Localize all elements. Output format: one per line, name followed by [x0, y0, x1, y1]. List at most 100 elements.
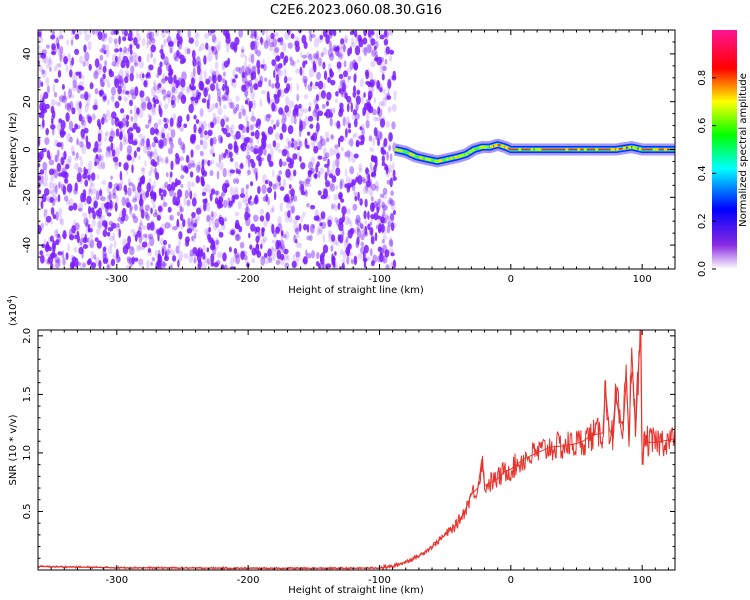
noise-speckle [145, 213, 150, 221]
noise-speckle [315, 103, 319, 110]
noise-speckle [118, 161, 122, 167]
noise-speckle [93, 70, 99, 80]
noise-speckle [99, 48, 105, 53]
noise-speckle [262, 236, 268, 243]
noise-speckle [38, 137, 41, 147]
noise-speckle [283, 68, 287, 77]
noise-speckle [231, 79, 237, 89]
noise-speckle [52, 168, 56, 174]
snr-x-axis-label: Height of straight line (km) [288, 585, 424, 596]
noise-speckle [309, 167, 316, 174]
noise-speckle [377, 246, 383, 252]
noise-speckle [90, 262, 97, 269]
noise-speckle [379, 193, 385, 198]
noise-speckle [38, 175, 42, 181]
noise-speckle [167, 183, 172, 192]
noise-speckle [196, 207, 202, 215]
noise-speckle [170, 129, 176, 138]
noise-speckle [170, 99, 175, 106]
noise-speckle [177, 80, 181, 87]
snr-marks [38, 330, 675, 570]
noise-speckle [72, 151, 76, 157]
noise-speckle [351, 113, 356, 120]
noise-speckle [237, 171, 242, 177]
noise-speckle [224, 179, 230, 189]
noise-speckle [78, 202, 84, 212]
noise-speckle [63, 195, 69, 202]
noise-speckle [102, 65, 107, 73]
noise-speckle [149, 221, 155, 231]
noise-speckle [270, 252, 276, 261]
noise-speckle [250, 223, 256, 232]
noise-speckle [106, 231, 111, 237]
noise-speckle [222, 83, 225, 92]
noise-speckle [54, 78, 59, 84]
noise-speckle [151, 257, 156, 262]
noise-speckle [257, 80, 263, 88]
noise-speckle [386, 151, 389, 161]
noise-speckle [320, 90, 326, 99]
noise-speckle [96, 240, 102, 246]
noise-speckle [127, 32, 131, 41]
noise-speckle [245, 66, 251, 76]
noise-speckle [138, 258, 144, 268]
noise-speckle [185, 154, 190, 164]
noise-speckle [251, 40, 257, 46]
noise-speckle [367, 90, 373, 100]
noise-speckle [192, 235, 196, 243]
noise-speckle [390, 240, 394, 249]
noise-speckle [296, 107, 299, 117]
noise-speckle [58, 128, 64, 137]
noise-speckle [359, 222, 364, 229]
noise-speckle [331, 257, 336, 262]
noise-speckle [346, 67, 352, 73]
noise-speckle [86, 114, 91, 120]
noise-speckle [252, 147, 256, 153]
noise-speckle [304, 138, 308, 148]
noise-speckle [297, 146, 301, 151]
noise-speckle [124, 76, 129, 84]
noise-speckle [146, 32, 150, 40]
noise-speckle [60, 156, 65, 166]
noise-speckle [149, 191, 153, 196]
noise-speckle [251, 31, 255, 40]
signal-peak-dot [652, 147, 656, 152]
noise-speckle [55, 101, 60, 106]
noise-speckle [38, 175, 44, 180]
noise-speckle [233, 107, 238, 114]
noise-speckle [202, 187, 207, 195]
noise-speckle [131, 256, 135, 265]
noise-speckle [329, 107, 335, 115]
noise-speckle [304, 94, 309, 100]
noise-speckle [305, 249, 308, 257]
noise-speckle [373, 212, 379, 221]
noise-speckle [391, 103, 397, 112]
noise-speckle [221, 96, 228, 102]
noise-speckle [316, 122, 320, 132]
noise-speckle [269, 42, 275, 48]
noise-speckle [74, 182, 78, 192]
noise-speckle [277, 240, 282, 247]
noise-speckle [153, 152, 159, 160]
noise-speckle [95, 154, 99, 159]
noise-speckle [303, 255, 308, 265]
colorbar-tick-label: 0.6 [697, 118, 708, 134]
noise-speckle [300, 52, 303, 59]
noise-speckle [389, 153, 393, 162]
noise-speckle [151, 106, 157, 116]
noise-speckle [69, 136, 73, 143]
noise-speckle [218, 153, 222, 163]
noise-speckle [175, 80, 179, 89]
noise-speckle [265, 114, 271, 122]
noise-speckle [382, 192, 388, 200]
noise-speckle [51, 43, 56, 51]
noise-speckle [273, 124, 276, 130]
noise-speckle [127, 187, 132, 197]
noise-speckle [326, 91, 332, 101]
noise-speckle [117, 217, 122, 222]
noise-speckle [268, 45, 274, 52]
signal-peak-dot [425, 157, 429, 161]
noise-speckle [179, 77, 184, 83]
y-tick-label: 1.5 [22, 386, 33, 402]
